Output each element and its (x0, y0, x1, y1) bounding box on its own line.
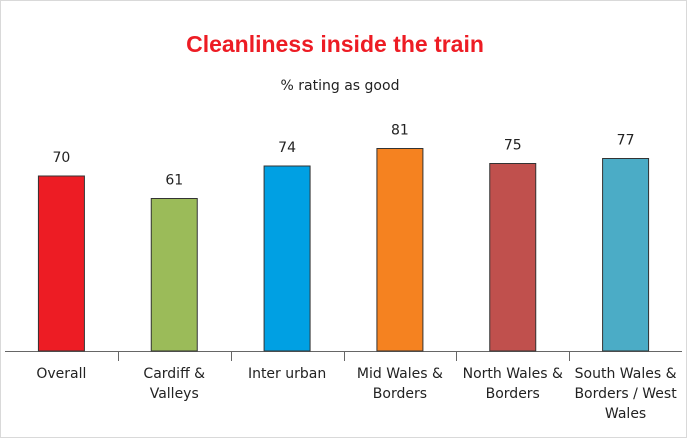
value-label: 81 (391, 123, 409, 139)
bar (37, 175, 85, 352)
value-label: 70 (53, 150, 71, 166)
bar (602, 158, 650, 352)
bar (263, 165, 311, 352)
x-tick-label: Cardiff & Valleys (143, 366, 206, 402)
chart-title: Cleanliness inside the train (186, 31, 484, 57)
bar (489, 163, 537, 352)
value-label: 61 (165, 173, 183, 189)
x-tick-label: Inter urban (247, 366, 327, 382)
x-tick-label: Overall (36, 366, 87, 382)
x-tick-label: Mid Wales & Borders (356, 366, 443, 402)
value-label: 77 (617, 133, 635, 149)
chart-subtitle: % rating as good (281, 78, 400, 94)
value-label: 75 (504, 138, 522, 154)
value-label: 74 (278, 140, 296, 156)
bar (376, 148, 424, 352)
bar (150, 198, 198, 352)
x-tick-label: South Wales & Borders / West Wales (574, 366, 677, 422)
x-tick-label: North Wales & Borders (462, 366, 563, 402)
